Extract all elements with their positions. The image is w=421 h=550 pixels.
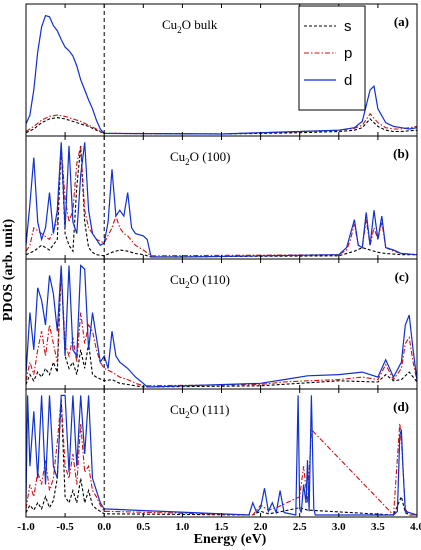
panel-title: Cu2O (100) bbox=[170, 149, 230, 167]
series-d-line-1 bbox=[26, 142, 417, 258]
series-s-line-3 bbox=[26, 399, 417, 516]
series-d-line-3 bbox=[26, 394, 417, 516]
x-tick-label: 0.0 bbox=[97, 521, 111, 533]
x-tick-label: 2.0 bbox=[254, 521, 268, 533]
panel-label: (a) bbox=[394, 14, 409, 29]
x-tick-label: 1.0 bbox=[176, 521, 190, 533]
panel-label: (d) bbox=[393, 399, 409, 414]
panel-title: Cu2O (110) bbox=[170, 272, 230, 290]
x-axis-label: Energy (eV) bbox=[194, 532, 267, 547]
panel-label: (c) bbox=[395, 269, 409, 284]
series-d-line-2 bbox=[26, 264, 417, 388]
panel-2: Cu2O (110) (c) bbox=[25, 258, 418, 390]
x-tick-label: 4.0 bbox=[410, 521, 421, 533]
series-s-line-0 bbox=[26, 117, 417, 135]
x-tick-label: -0.5 bbox=[56, 521, 74, 533]
x-tick-label: 0.5 bbox=[136, 521, 150, 533]
x-tick-label: 2.5 bbox=[293, 521, 307, 533]
series-p-line-1 bbox=[26, 145, 417, 257]
legend: spd bbox=[298, 5, 366, 111]
legend-box bbox=[298, 5, 366, 111]
x-axis: -1.0 -0.5 0.0 0.5 1.0 1.5 2.0 2.5 3.0 3.5 4.0 bbox=[17, 521, 421, 533]
series-d-line-0 bbox=[26, 14, 417, 135]
legend-label-p: p bbox=[344, 45, 352, 62]
x-tick-label: 3.0 bbox=[332, 521, 346, 533]
panel-title: Cu2O (111) bbox=[170, 402, 230, 420]
legend-label-d: d bbox=[344, 72, 352, 89]
series-s-line-2 bbox=[26, 269, 417, 388]
panel-label: (b) bbox=[393, 146, 409, 161]
x-tick-label: 3.5 bbox=[371, 521, 385, 533]
panel-3: Cu2O (111) (d) bbox=[25, 388, 418, 518]
series-s-line-1 bbox=[26, 145, 417, 258]
series-p-line-2 bbox=[26, 269, 417, 387]
panel-title: Cu2O bulk bbox=[162, 17, 218, 35]
series-p-line-3 bbox=[26, 399, 417, 517]
panel-1: Cu2O (100) (b) bbox=[25, 135, 418, 260]
x-tick-label: -1.0 bbox=[17, 521, 35, 533]
legend-label-s: s bbox=[344, 18, 352, 35]
x-tick-label: 1.5 bbox=[215, 521, 229, 533]
panels-group: Cu2O bulk (a)Cu2O (100) (b)Cu2O (110) (c)Cu… bbox=[25, 3, 418, 518]
y-axis-label: PDOS (arb. unit) bbox=[1, 219, 16, 322]
